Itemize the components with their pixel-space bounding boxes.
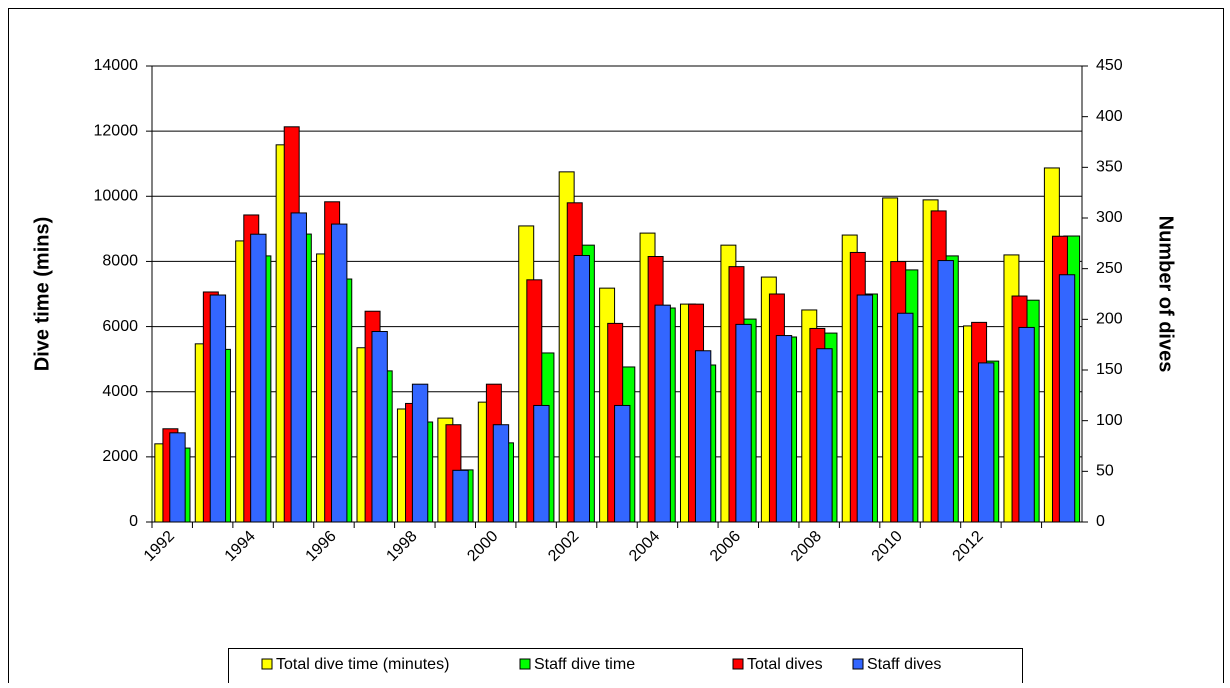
bar	[209, 294, 227, 523]
legend-label: Staff dive time	[534, 656, 635, 673]
bar	[775, 335, 793, 523]
bar	[452, 469, 469, 523]
y-tick-label: 8000	[102, 253, 138, 270]
legend-swatch	[519, 658, 531, 670]
bar	[1018, 326, 1035, 523]
y2-tick-label: 100	[1096, 412, 1123, 429]
bar	[735, 323, 752, 523]
bar	[694, 350, 712, 523]
bar	[937, 260, 954, 523]
legend-label: Staff dives	[867, 656, 941, 673]
y2-tick-label: 50	[1096, 463, 1114, 480]
y2-tick-label: 300	[1096, 209, 1123, 226]
legend-label: Total dive time (minutes)	[276, 656, 449, 673]
y-axis-label: Dive time (mins)	[31, 217, 53, 371]
legend-swatch	[732, 658, 744, 670]
bar	[411, 383, 429, 523]
y2-tick-label: 400	[1096, 108, 1123, 125]
bar	[533, 404, 550, 523]
bar	[371, 330, 388, 523]
bar	[331, 223, 348, 523]
bar	[573, 254, 591, 523]
y2-tick-label: 250	[1096, 260, 1123, 277]
bar	[250, 233, 267, 523]
legend-swatch	[261, 658, 273, 670]
legend-swatch	[852, 658, 864, 670]
bar	[169, 432, 186, 523]
bar	[856, 294, 874, 523]
y-tick-label: 14000	[94, 57, 139, 74]
bar	[290, 212, 307, 523]
bar	[492, 424, 510, 523]
bar	[614, 404, 631, 523]
legend-label: Total dives	[747, 656, 823, 673]
y-tick-label: 12000	[94, 122, 139, 139]
y2-tick-label: 0	[1096, 513, 1105, 530]
y-tick-label: 0	[129, 513, 138, 530]
y-tick-label: 10000	[94, 188, 139, 205]
bar	[816, 348, 833, 523]
y-tick-label: 6000	[102, 318, 138, 335]
y2-axis-label: Number of dives	[1155, 216, 1177, 373]
y2-tick-label: 450	[1096, 57, 1123, 74]
bar	[897, 312, 914, 523]
y-tick-label: 2000	[102, 448, 138, 465]
legend-box	[228, 648, 1023, 688]
y2-tick-label: 350	[1096, 159, 1123, 176]
bar	[1058, 274, 1076, 523]
y-tick-label: 4000	[102, 383, 138, 400]
bar	[654, 304, 671, 523]
y2-tick-label: 200	[1096, 311, 1123, 328]
y2-tick-label: 150	[1096, 361, 1123, 378]
bar	[977, 362, 995, 523]
